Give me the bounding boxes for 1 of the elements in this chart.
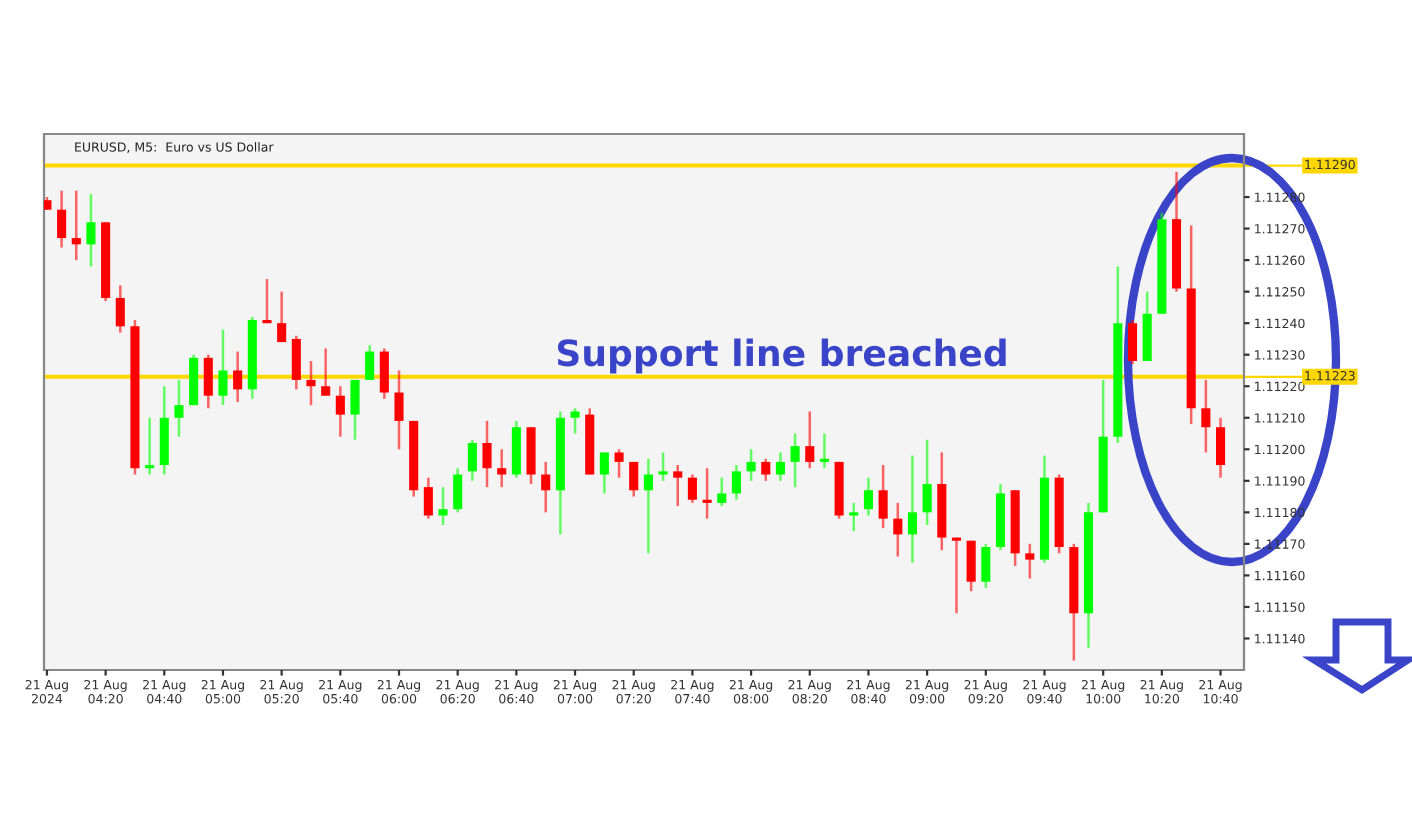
annotation: Support line breached — [557, 338, 1006, 374]
